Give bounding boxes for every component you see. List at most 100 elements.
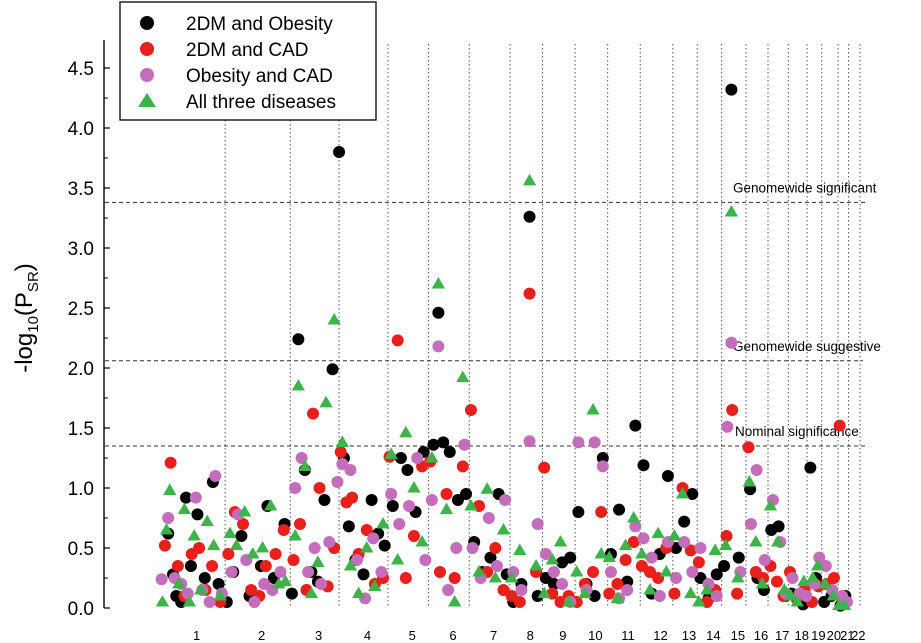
data-point-circle (274, 566, 287, 578)
data-point-circle (460, 488, 473, 500)
data-point-circle (318, 494, 331, 506)
data-point-circle (710, 590, 723, 602)
data-point-circle (164, 456, 177, 469)
data-point-circle (538, 461, 551, 474)
data-point-triangle (172, 577, 186, 589)
data-point-circle (686, 566, 699, 578)
data-point-triangle (537, 586, 551, 599)
data-point-circle (277, 524, 290, 536)
data-point-circle (556, 578, 569, 590)
data-point-triangle (327, 313, 341, 325)
data-point-circle (437, 436, 450, 449)
data-point-triangle (610, 591, 625, 603)
data-point-triangle (545, 553, 559, 565)
chromosome-label-22: 22 (851, 628, 865, 643)
data-point-triangle (163, 483, 177, 495)
chromosome-label-12: 12 (653, 628, 667, 643)
chromosome-label-19: 19 (811, 628, 825, 643)
data-point-circle (686, 488, 699, 500)
data-point-triangle (384, 447, 398, 459)
threshold-label: Nominal significance (735, 424, 859, 439)
data-point-circle (718, 560, 731, 572)
data-point-circle (450, 542, 463, 554)
data-point-triangle (635, 547, 649, 559)
data-point-circle (547, 566, 560, 578)
data-point-circle (434, 566, 446, 578)
data-point-triangle (570, 565, 584, 577)
data-point-triangle (797, 574, 811, 587)
chromosome-label-9: 9 (559, 628, 566, 643)
data-point-triangle (246, 547, 260, 559)
data-point-triangle (513, 543, 527, 555)
data-point-circle (432, 306, 445, 319)
data-point-circle (458, 438, 471, 451)
data-point-circle (725, 83, 738, 96)
legend-label: 2DM and CAD (186, 40, 309, 61)
data-point-circle (772, 520, 785, 533)
data-point-circle (637, 459, 650, 472)
data-point-triangle (431, 277, 446, 289)
data-point-triangle (488, 571, 502, 583)
threshold-label: Genomewide significant (733, 180, 877, 195)
ylabel-paren-close: ) (11, 263, 38, 271)
data-point-circle (180, 491, 193, 504)
data-point-circle (627, 536, 640, 548)
data-point-triangle (278, 574, 292, 587)
data-point-circle (670, 572, 683, 584)
y-tick-label: 4.5 (68, 59, 94, 80)
data-point-triangle (238, 505, 252, 517)
data-point-triangle (719, 538, 733, 551)
data-point-circle (307, 407, 320, 420)
data-point-circle (515, 584, 528, 596)
data-point-circle (637, 532, 650, 545)
data-point-circle (613, 503, 626, 516)
data-point-triangle (319, 395, 333, 408)
data-point-circle (678, 536, 691, 548)
data-point-triangle (651, 526, 665, 539)
data-point-circle (189, 491, 202, 504)
data-point-circle (313, 482, 326, 494)
data-point-circle (531, 518, 544, 530)
data-point-circle (813, 551, 826, 564)
data-point-triangle (771, 535, 785, 547)
data-point-circle (209, 470, 222, 482)
threshold-lines: Genomewide significant Genomewide suggest… (105, 180, 881, 447)
data-point-circle (411, 452, 424, 464)
data-point-circle (721, 420, 734, 433)
data-point-triangle (213, 589, 227, 601)
data-point-circle (770, 575, 783, 588)
data-point-triangle (806, 571, 820, 583)
data-point-circle (391, 334, 404, 347)
chromosome-label-6: 6 (449, 628, 456, 643)
data-point-triangle (708, 543, 722, 555)
data-point-triangle (700, 583, 714, 595)
data-point-triangle (504, 571, 519, 583)
data-point-circle (611, 578, 624, 590)
data-point-triangle (790, 595, 804, 607)
y-tick-label: 1.5 (68, 419, 94, 440)
chromosome-label-18: 18 (794, 628, 808, 643)
data-point-triangle (777, 583, 791, 595)
data-point-triangle (425, 451, 439, 463)
data-point-circle (596, 460, 609, 473)
data-point-circle (331, 476, 344, 488)
data-point-circle (419, 554, 432, 566)
data-point-circle (181, 587, 194, 600)
data-point-circle (212, 578, 225, 590)
data-point-circle (365, 494, 378, 506)
data-point-circle (360, 524, 373, 536)
y-tick-label: 4.0 (68, 119, 94, 140)
data-point-circle (621, 575, 634, 588)
data-point-circle (744, 518, 757, 530)
data-point-circle (403, 500, 416, 512)
data-point-triangle (684, 586, 698, 599)
chromosome-label-13: 13 (682, 628, 696, 643)
data-point-triangle (731, 571, 745, 583)
data-point-circle (302, 566, 315, 578)
svg-text:-log10(PSR): -log10(PSR) (11, 263, 42, 373)
data-point-circle (427, 438, 440, 451)
data-point-triangle (826, 589, 840, 601)
data-point-circle (333, 146, 346, 158)
data-point-circle (378, 539, 391, 552)
